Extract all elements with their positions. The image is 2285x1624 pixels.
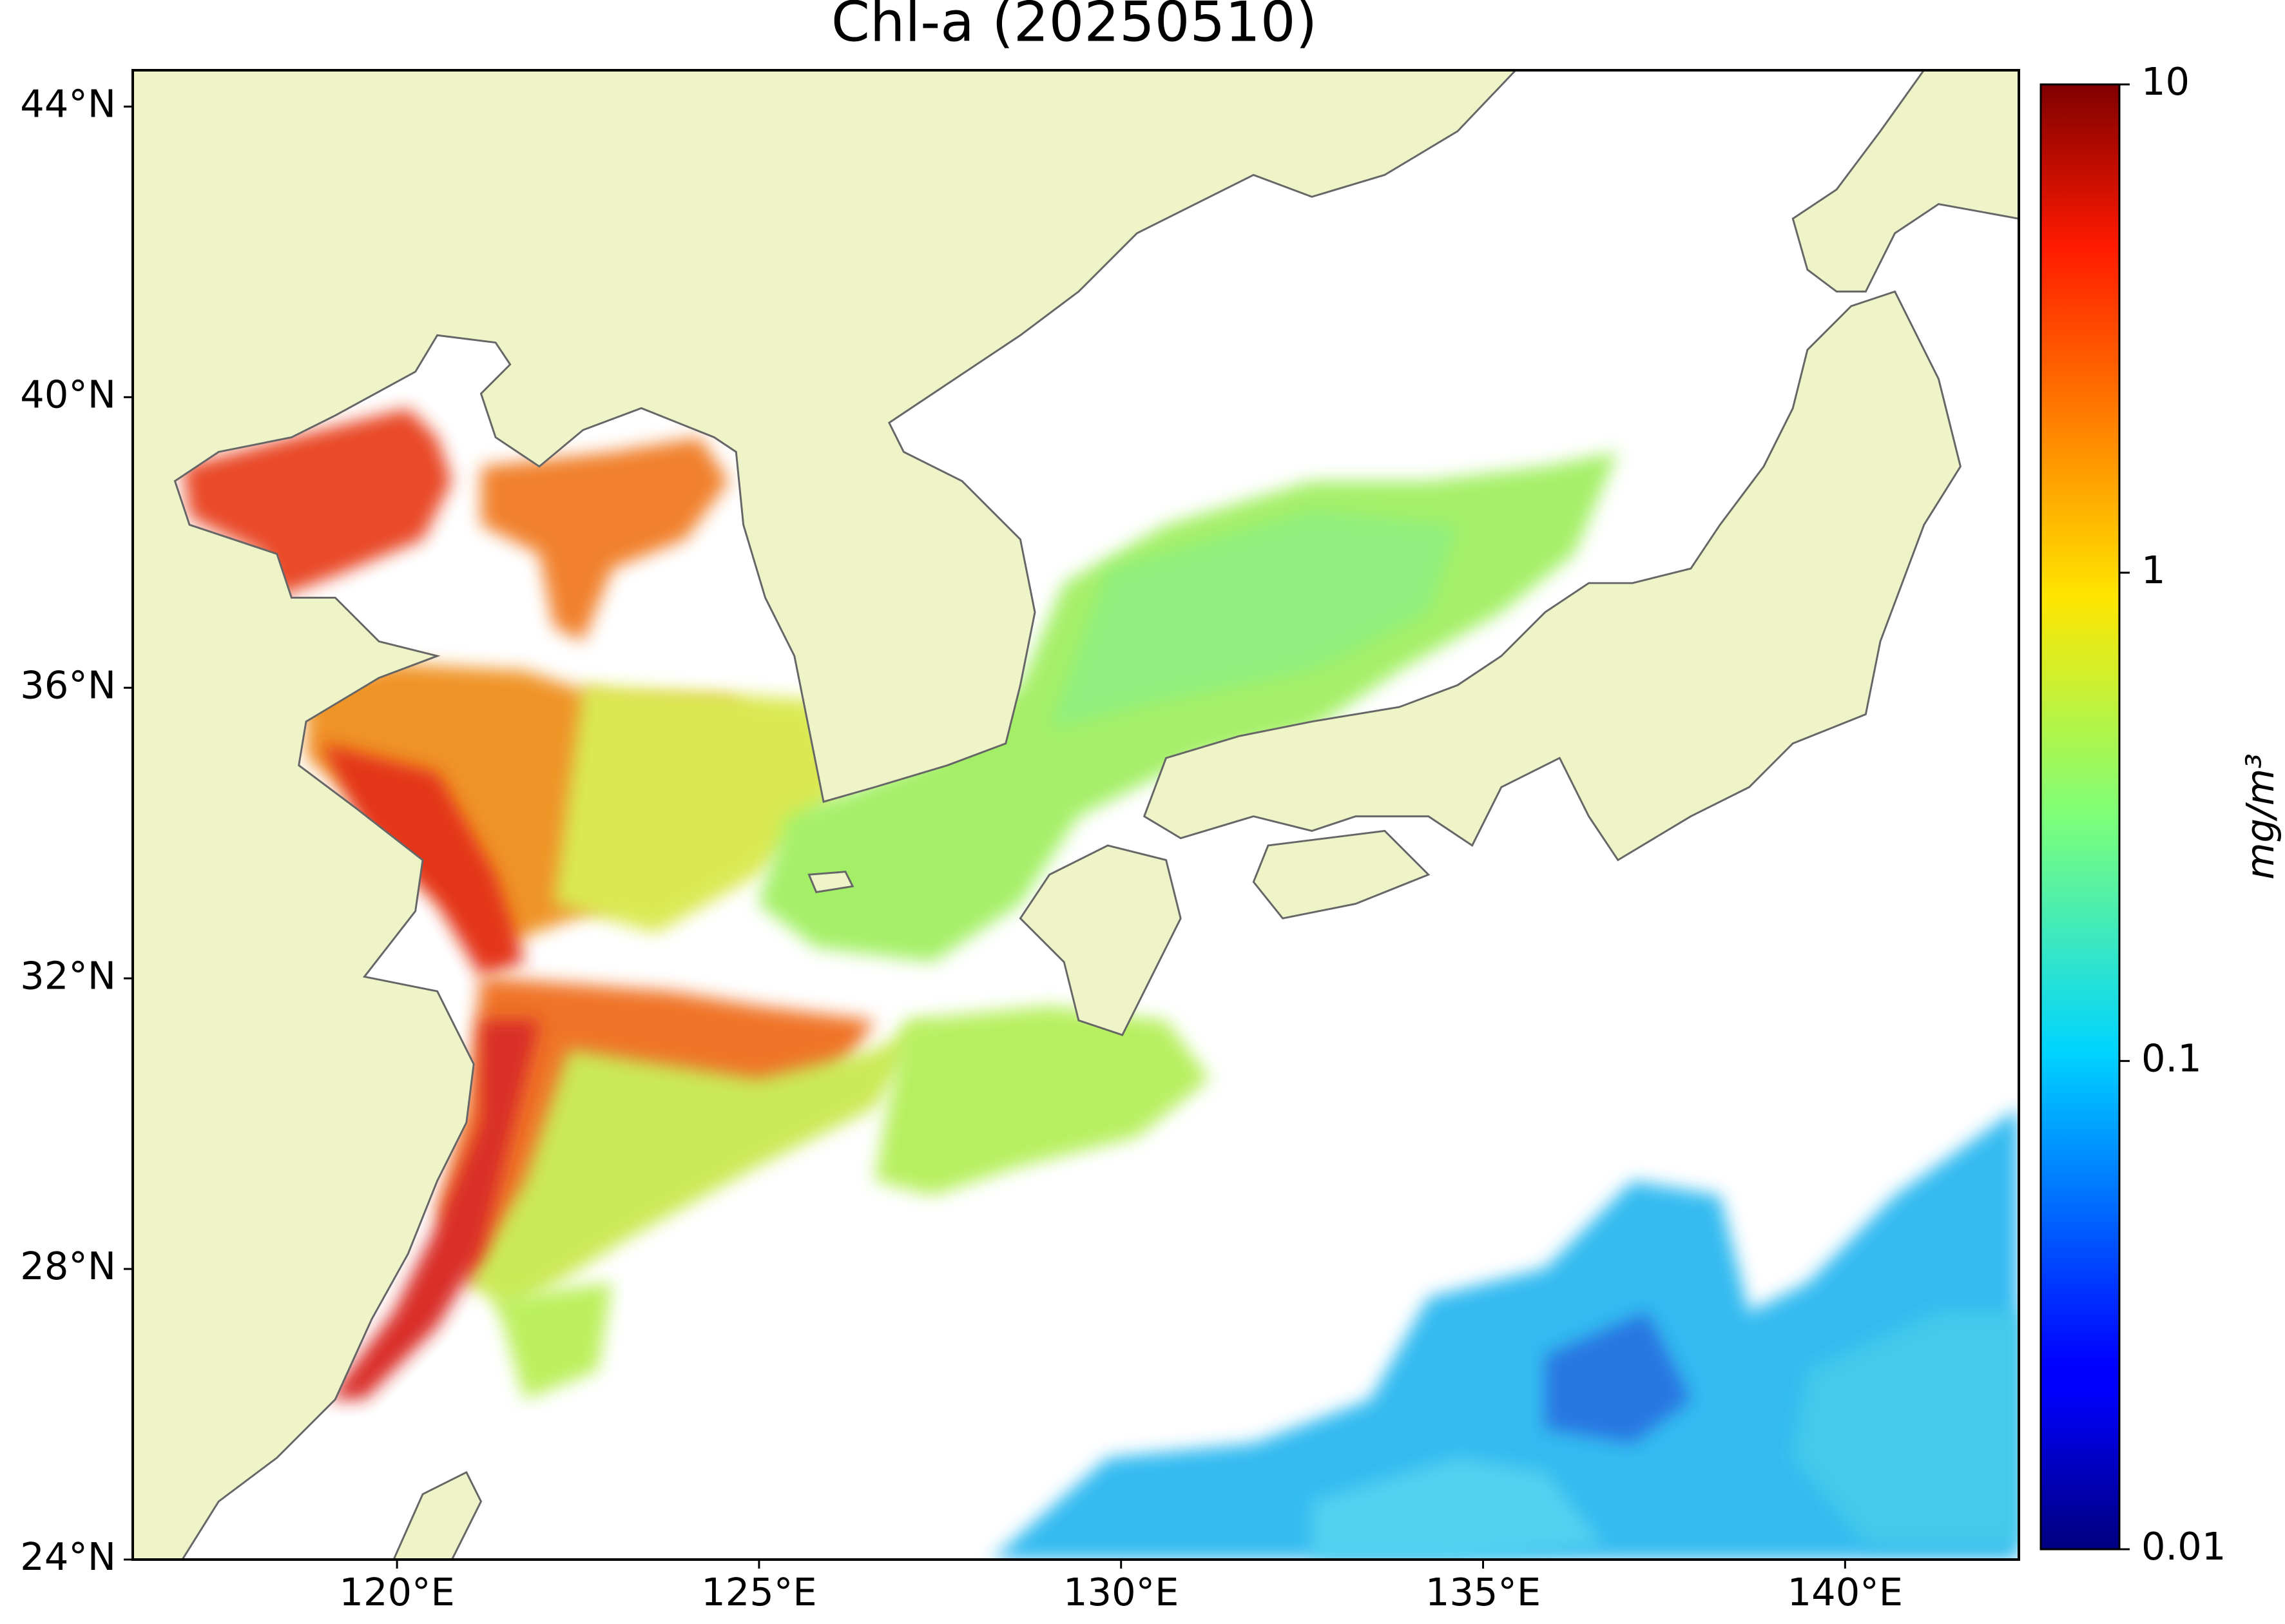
y-tick-label: 36°N <box>20 662 116 707</box>
x-tick-label: 130°E <box>1063 1570 1179 1614</box>
taiwan <box>392 1471 483 1560</box>
mainland-asia <box>133 70 1518 1560</box>
y-tick-label: 32°N <box>20 953 116 998</box>
honshu <box>1142 290 1962 862</box>
chlorophyll-field <box>182 408 2019 1560</box>
colorbar-label: mg/m³ <box>2238 753 2282 880</box>
y-tick-label: 24°N <box>20 1534 116 1579</box>
hokkaido <box>1791 70 2019 293</box>
y-tick-label: 44°N <box>20 81 116 126</box>
jeju <box>807 871 854 893</box>
map-frame <box>131 69 2020 1561</box>
x-tick-label: 135°E <box>1425 1570 1541 1614</box>
x-tick-label: 125°E <box>701 1570 816 1614</box>
chart-title: Chl-a (20250510) <box>831 0 1317 54</box>
x-tick-label: 140°E <box>1788 1570 1903 1614</box>
colorbar-tick-label: 10 <box>2141 59 2190 104</box>
colorbar-tick-label: 0.1 <box>2141 1036 2202 1080</box>
shikoku <box>1252 829 1431 920</box>
colorbar <box>2039 83 2121 1551</box>
colorbar-tick-label: 1 <box>2141 548 2166 592</box>
colorbar-tick-label: 0.01 <box>2141 1524 2226 1569</box>
land <box>133 70 2019 1560</box>
y-tick-label: 40°N <box>20 372 116 416</box>
map-area <box>133 70 2019 1560</box>
x-tick-label: 120°E <box>339 1570 454 1614</box>
y-tick-label: 28°N <box>20 1244 116 1288</box>
kyushu <box>1019 844 1182 1036</box>
